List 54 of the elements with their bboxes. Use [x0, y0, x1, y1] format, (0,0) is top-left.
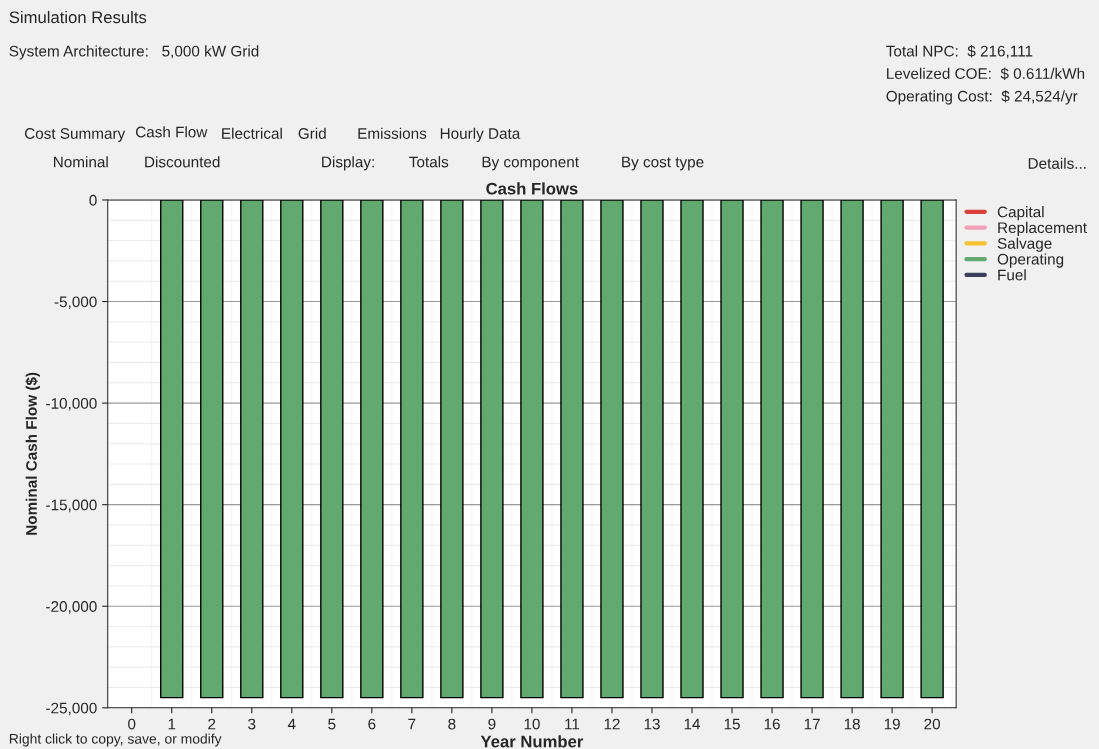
x-tick-label: 14 — [684, 718, 701, 730]
text: Electrical — [222, 127, 282, 139]
text: Grid — [298, 127, 326, 139]
text: Levelized COE: $ 0.611/kWh — [887, 67, 1085, 80]
text: Totals — [409, 156, 449, 168]
legend-label: Replacement — [998, 221, 1087, 237]
x-tick-label: 12 — [604, 718, 620, 730]
text: System Architecture: 5,000 kW Grid — [9, 45, 259, 60]
x-tick-label: 4 — [287, 718, 296, 730]
x-tick-label: 7 — [408, 718, 416, 730]
y-tick-label: -15,000 — [46, 499, 97, 513]
text: Cost Summary — [24, 128, 126, 142]
legend-label: Capital — [997, 206, 1044, 221]
x-tick-label: 20 — [924, 718, 941, 730]
y-tick-label: 0 — [89, 194, 97, 206]
y-tick-label: -10,000 — [46, 397, 97, 411]
text: Discounted — [145, 156, 220, 168]
text: By cost type — [622, 156, 704, 171]
x-tick-label: 8 — [448, 718, 456, 730]
x-tick-label: 16 — [764, 718, 780, 730]
text: Display: — [322, 156, 374, 171]
y-tick-label: -25,000 — [46, 702, 97, 716]
x-tick-label: 2 — [208, 718, 216, 730]
x-tick-label: 9 — [488, 718, 496, 730]
x-tick-label: 10 — [524, 718, 540, 730]
text: Cash Flow — [135, 126, 208, 138]
text: Operating — [997, 253, 1064, 268]
x-tick-label: 6 — [368, 718, 376, 730]
x-tick-label: 3 — [248, 718, 256, 730]
legend-label: Salvage — [997, 237, 1052, 252]
text: Total NPC: $ 216,111 — [886, 45, 1033, 59]
x-tick-label: 18 — [844, 718, 860, 730]
text: Hourly Data — [440, 127, 521, 142]
x-tick-label: 1 — [168, 718, 176, 730]
x-tick-label: 17 — [804, 718, 820, 730]
y-tick-label: -20,000 — [46, 601, 97, 614]
chart-title: Cash Flows — [486, 182, 578, 195]
text: By component — [482, 156, 579, 171]
x-tick-label: 15 — [724, 718, 740, 730]
x-tick-label: 11 — [565, 718, 580, 730]
text: Details... — [1028, 157, 1086, 169]
legend-label: Fuel — [998, 269, 1026, 281]
text: Emissions — [358, 127, 427, 139]
text: Operating Cost: $ 24,524/yr — [886, 90, 1078, 105]
text: Nominal — [54, 156, 108, 168]
x-tick-label: 13 — [644, 718, 660, 730]
x-tick-label: 19 — [884, 718, 900, 730]
text: Simulation Results — [9, 10, 147, 24]
y-axis-title: Nominal Cash Flow ($) — [25, 372, 40, 535]
x-tick-label: 5 — [328, 718, 336, 730]
text: Right click to copy, save, or modify — [9, 733, 222, 747]
y-tick-label: -5,000 — [54, 296, 97, 310]
x-axis-title: Year Number — [480, 735, 584, 748]
x-tick-label: 0 — [128, 718, 136, 730]
